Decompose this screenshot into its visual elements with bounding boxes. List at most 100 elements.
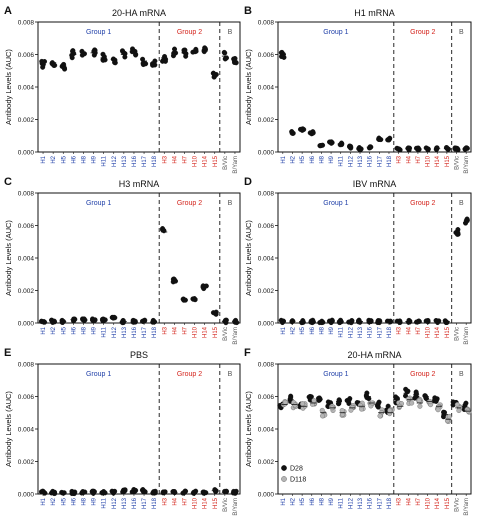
data-point <box>348 143 354 149</box>
x-tick-label: H4 <box>406 497 412 505</box>
x-tick-label: B/Vic <box>223 498 229 512</box>
data-point <box>346 401 352 407</box>
y-axis-label: Antibody Levels (AUC) <box>244 220 253 296</box>
data-point <box>42 490 48 496</box>
y-tick-label: 0.002 <box>258 459 275 466</box>
x-tick-label: H2 <box>290 155 296 163</box>
data-point <box>71 316 77 322</box>
x-tick-label: B/Vic <box>455 327 461 341</box>
group-label: Group 1 <box>86 371 111 378</box>
data-point <box>393 395 399 401</box>
data-point <box>300 318 306 324</box>
x-tick-label: H11 <box>339 326 345 337</box>
x-tick-label: H5 <box>61 497 67 505</box>
panel-b: B H1 mRNA Antibody Levels (AUC) 0.000 0.002 0… <box>244 5 472 174</box>
data-point <box>348 407 354 413</box>
group-label: B <box>459 200 464 207</box>
y-tick-label: 0.000 <box>18 321 35 328</box>
x-tick-label: H5 <box>61 155 67 163</box>
x-tick-label: H18 <box>152 326 158 338</box>
x-tick-label: B/Vic <box>223 327 229 341</box>
x-tick-label: H13 <box>358 155 364 167</box>
x-tick-label: H16 <box>368 326 374 338</box>
x-tick-label: H16 <box>132 326 138 338</box>
group-label: Group 1 <box>323 200 348 207</box>
data-point <box>109 488 115 494</box>
data-point <box>463 400 469 406</box>
data-point <box>431 398 437 404</box>
data-point <box>441 414 447 420</box>
x-tick-label: H12 <box>348 497 354 509</box>
group-label: Group 2 <box>410 29 435 36</box>
data-point <box>233 317 239 323</box>
plot-frame <box>277 21 472 153</box>
y-tick-label: 0.006 <box>258 223 275 230</box>
data-point <box>280 319 286 325</box>
x-tick-label: H10 <box>426 155 432 167</box>
x-tick-label: H17 <box>142 497 148 509</box>
y-tick-label: 0.004 <box>258 256 275 263</box>
y-axis-label: Antibody Levels (AUC) <box>4 391 13 467</box>
x-tick-label: H4 <box>406 155 412 163</box>
x-tick-label: H14 <box>203 155 209 167</box>
y-tick-label: 0.002 <box>18 288 35 295</box>
data-point <box>70 48 76 54</box>
x-tick-label: H3 <box>162 326 168 334</box>
data-point <box>212 487 218 493</box>
x-tick-label: H16 <box>132 497 138 509</box>
x-tick-label: H9 <box>329 155 335 163</box>
x-tick-label: H7 <box>182 326 188 334</box>
legend-label: D118 <box>290 477 306 484</box>
data-point <box>181 47 187 53</box>
data-point <box>357 402 363 408</box>
data-point <box>191 490 197 496</box>
data-point <box>140 487 146 493</box>
data-point <box>50 488 56 494</box>
data-point <box>456 408 462 414</box>
group-label: Group 1 <box>86 200 111 207</box>
x-tick-label: H11 <box>339 155 345 166</box>
data-point <box>405 396 411 402</box>
data-point <box>81 317 87 323</box>
x-tick-label: H12 <box>112 497 118 509</box>
data-point <box>289 129 295 135</box>
data-point <box>319 413 325 419</box>
panel-letter: B <box>244 5 252 17</box>
data-point <box>385 403 391 409</box>
y-tick-label: 0.004 <box>18 85 35 92</box>
data-point <box>455 230 461 236</box>
x-tick-label: H13 <box>122 497 128 509</box>
panel-letter: C <box>4 176 12 188</box>
data-point <box>282 399 288 405</box>
y-tick-label: 0.002 <box>18 117 35 124</box>
x-tick-label: H12 <box>112 155 118 167</box>
x-tick-label: H17 <box>142 155 148 167</box>
panel-letter: D <box>244 176 252 188</box>
group-label: Group 2 <box>410 200 435 207</box>
data-point <box>336 401 342 407</box>
data-point <box>407 145 413 151</box>
data-point <box>435 407 441 413</box>
y-tick-label: 0.008 <box>18 20 35 27</box>
data-point <box>90 490 96 496</box>
y-tick-label: 0.002 <box>18 459 35 466</box>
y-tick-label: 0.008 <box>18 362 35 369</box>
x-tick-label: H15 <box>445 155 451 167</box>
x-tick-label: H11 <box>339 497 345 508</box>
group-label: Group 2 <box>410 371 435 378</box>
data-point <box>446 413 452 419</box>
data-point <box>50 319 56 325</box>
x-tick-label: H8 <box>319 326 325 334</box>
x-tick-label: H14 <box>435 326 441 338</box>
data-point <box>376 136 382 142</box>
panel-a: A 20-HA mRNA Antibody Levels (AUC) 0.000 0.0… <box>4 5 241 174</box>
data-point <box>223 489 229 495</box>
x-tick-label: H14 <box>203 326 209 338</box>
x-tick-label: H7 <box>182 497 188 505</box>
x-tick-label: H11 <box>102 155 108 166</box>
data-point <box>160 227 166 233</box>
x-tick-label: H17 <box>377 155 383 167</box>
panel-c: C H3 mRNA Antibody Levels (AUC) 0.000 0.002 0… <box>4 176 241 345</box>
y-tick-label: 0.006 <box>18 394 35 401</box>
data-point <box>464 216 470 222</box>
